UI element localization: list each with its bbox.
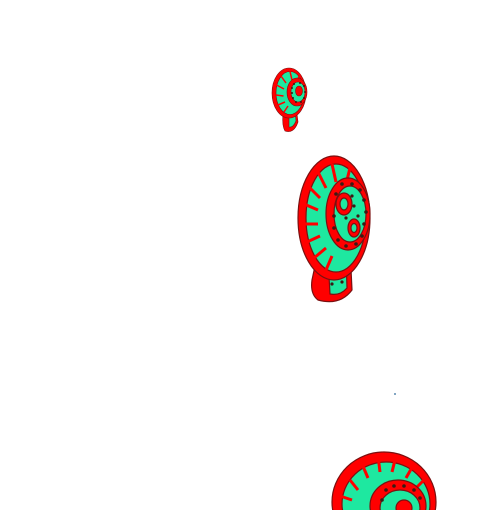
snail-shell-small-icon: [271, 67, 308, 132]
speck-dot: [394, 393, 396, 395]
snail-shell-large-icon: [297, 155, 371, 303]
snail-shell-bottom-icon: [331, 451, 437, 510]
